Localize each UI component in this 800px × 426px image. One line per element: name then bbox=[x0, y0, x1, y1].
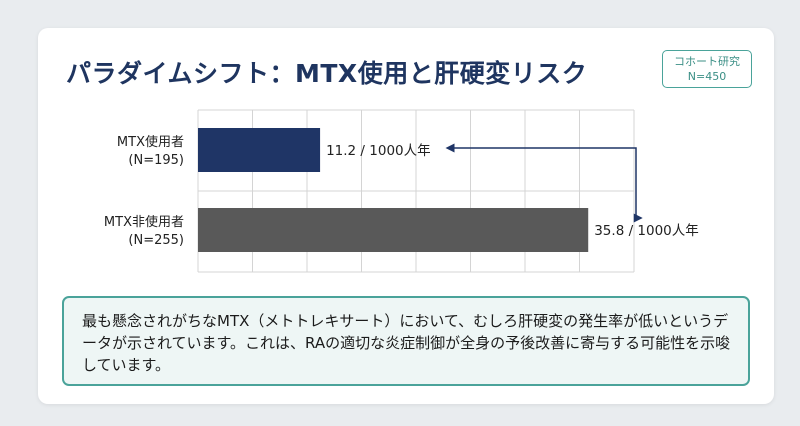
bar-mtx-users bbox=[198, 128, 321, 172]
category-tick-label: (N=195) bbox=[128, 153, 184, 168]
data-label: 11.2 / 1000人年 bbox=[326, 143, 431, 159]
data-label: 35.8 / 1000人年 bbox=[594, 223, 699, 239]
category-tick-label: (N=255) bbox=[128, 233, 184, 248]
category-tick-label: MTX使用者 bbox=[117, 134, 184, 150]
category-tick-label: MTX非使用者 bbox=[104, 214, 184, 230]
badge-study-type: コホート研究 bbox=[674, 55, 740, 68]
bar-mtx-non-users bbox=[198, 208, 589, 252]
chart-annotations bbox=[445, 143, 643, 223]
page-title: パラダイムシフト：MTX使用と肝硬変リスク bbox=[66, 59, 588, 88]
chart-labels: 11.2 / 1000人年 MTX使用者 (N=195) 35.8 / 1000人年 M… bbox=[104, 134, 699, 248]
badge-sample-size: N=450 bbox=[687, 70, 727, 83]
study-badge: コホート研究 N=450 bbox=[662, 50, 752, 88]
comparison-arrow bbox=[445, 143, 643, 223]
insight-note: 最も懸念されがちなMTX（メトトレキサート）において、むしろ肝硬変の発生率が低い… bbox=[62, 296, 750, 386]
